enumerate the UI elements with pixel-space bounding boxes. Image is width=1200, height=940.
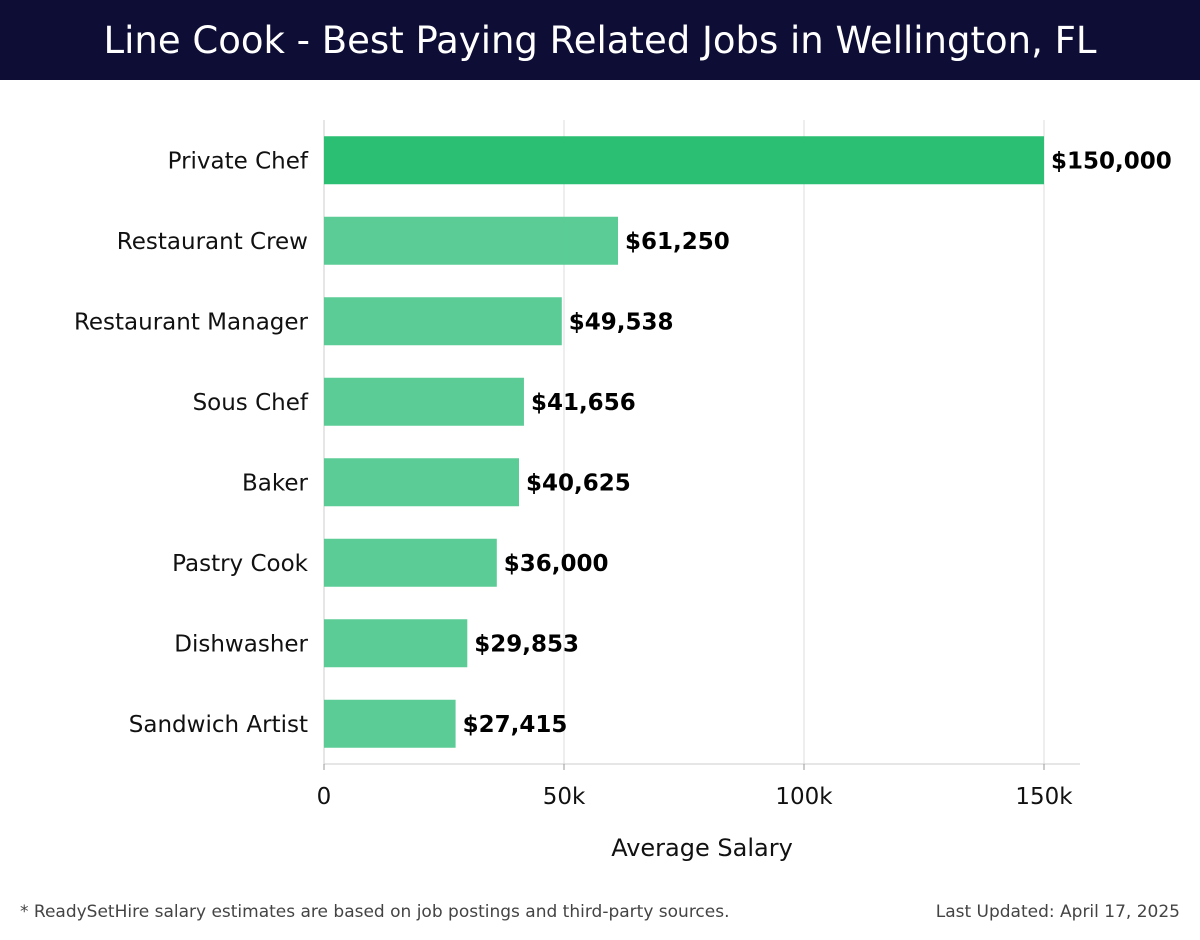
data-label: $49,538 (569, 309, 674, 335)
data-label: $40,625 (526, 470, 631, 496)
chart-title: Line Cook - Best Paying Related Jobs in … (103, 18, 1097, 62)
chart-header: Line Cook - Best Paying Related Jobs in … (0, 0, 1200, 80)
bar-chart: 0 50k 100k 150k Private Chef $150,000 Restaura… (74, 120, 1172, 862)
bar (324, 619, 468, 668)
chart-area: 0 50k 100k 150k Private Chef $150,000 Restaura… (0, 80, 1200, 880)
x-tick-label: 150k (1015, 784, 1073, 810)
data-label: $29,853 (474, 631, 579, 657)
data-label: $41,656 (531, 390, 636, 416)
category-label: Restaurant Manager (74, 309, 309, 335)
category-label: Sandwich Artist (129, 712, 308, 738)
bar (324, 297, 562, 346)
bar (324, 216, 618, 265)
bar (324, 699, 456, 748)
x-tick-label: 50k (543, 784, 586, 810)
category-label: Pastry Cook (172, 551, 309, 577)
last-updated: Last Updated: April 17, 2025 (935, 902, 1180, 922)
category-label: Private Chef (168, 148, 309, 174)
category-label: Baker (242, 470, 309, 496)
data-label: $36,000 (504, 551, 609, 577)
footer-note: * ReadySetHire salary estimates are base… (20, 902, 730, 922)
category-label: Sous Chef (193, 390, 309, 416)
x-axis-label: Average Salary (611, 834, 793, 862)
data-label: $27,415 (463, 712, 568, 738)
category-label: Dishwasher (174, 631, 308, 657)
bar (324, 377, 524, 426)
data-label: $150,000 (1051, 148, 1172, 174)
x-tick-label: 0 (317, 784, 332, 810)
bar (324, 458, 519, 507)
bar (324, 136, 1044, 185)
data-label: $61,250 (625, 229, 730, 255)
x-tick-label: 100k (775, 784, 833, 810)
category-label: Restaurant Crew (117, 229, 308, 255)
bar (324, 538, 497, 587)
